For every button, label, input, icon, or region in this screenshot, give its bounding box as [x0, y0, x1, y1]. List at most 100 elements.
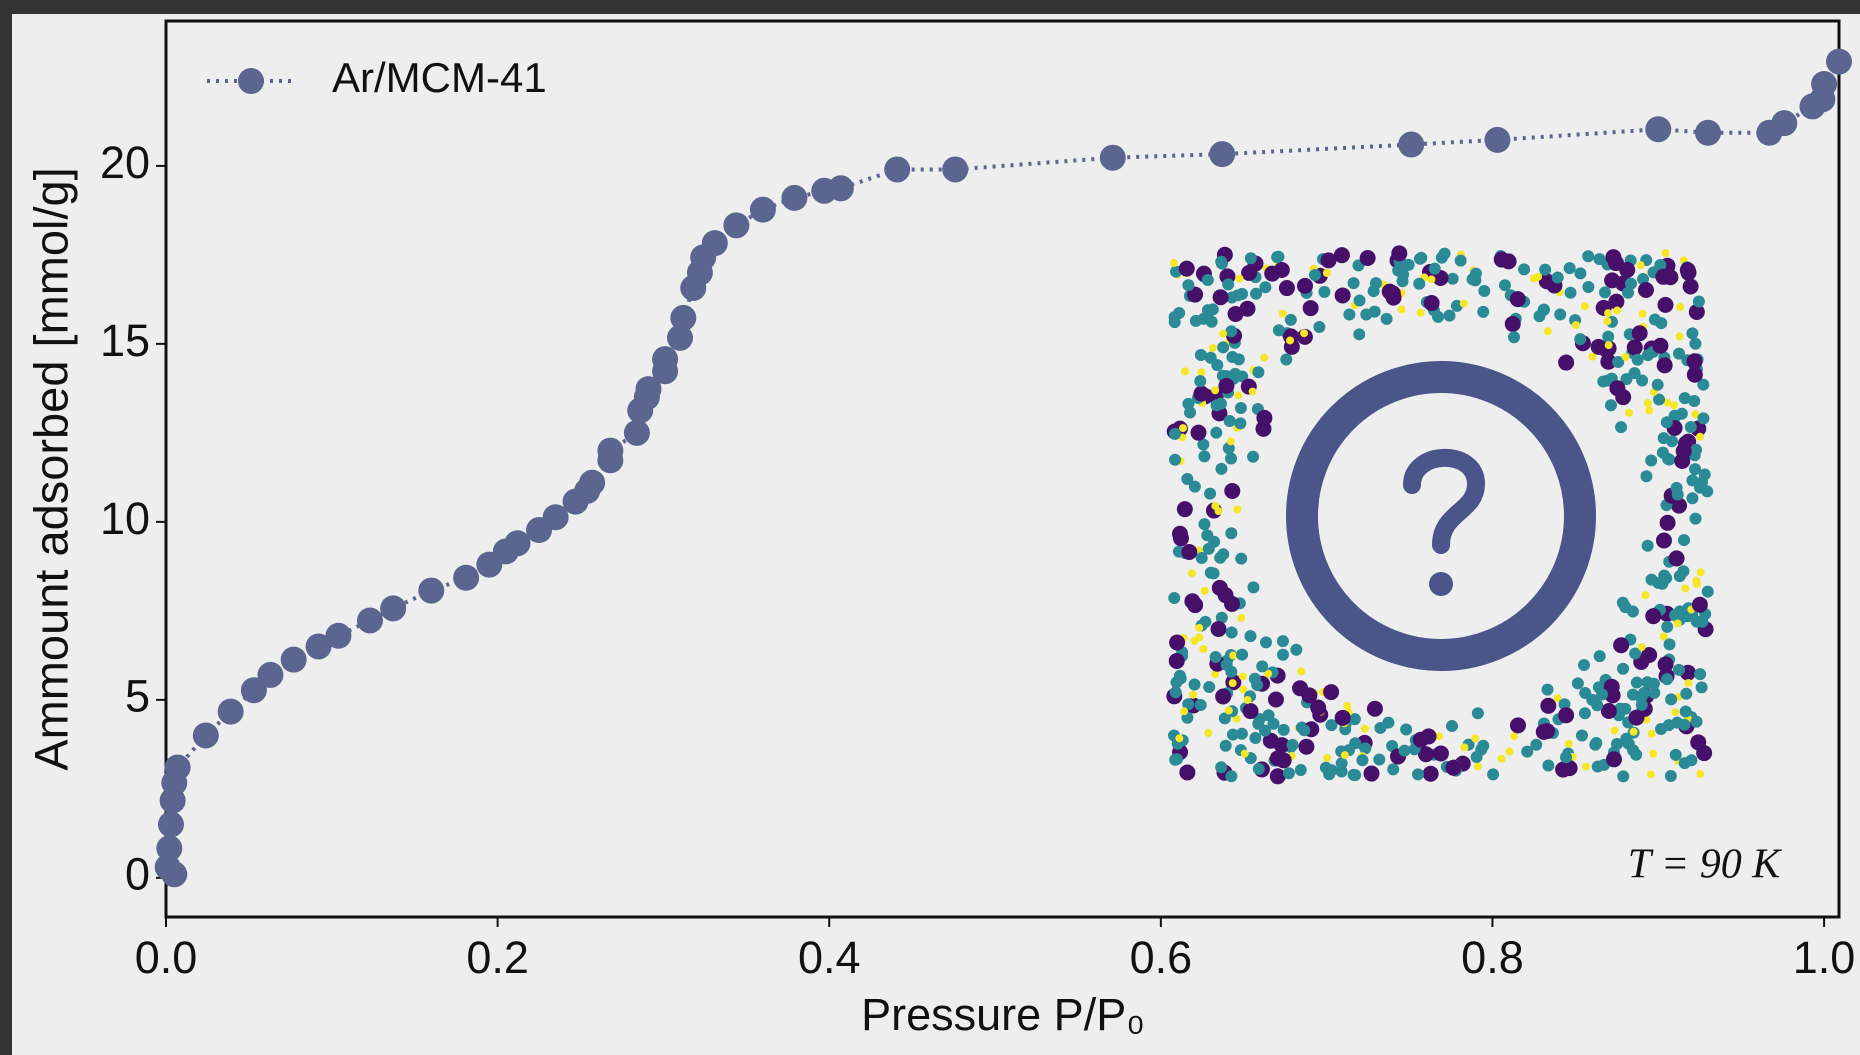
- inset-atom: [1187, 597, 1204, 614]
- inset-atom: [1199, 644, 1208, 653]
- inset-atom: [1558, 707, 1575, 724]
- inset-atom: [1182, 279, 1195, 292]
- data-point: [1209, 141, 1236, 168]
- inset-atom: [1382, 716, 1395, 729]
- inset-atom: [1653, 393, 1666, 406]
- inset-atom: [1417, 746, 1434, 763]
- inset-atom: [1656, 357, 1673, 374]
- inset-atom: [1243, 695, 1252, 704]
- inset-atom: [1540, 697, 1557, 714]
- inset-atom: [1208, 343, 1217, 352]
- inset-atom: [1692, 295, 1705, 308]
- data-point: [240, 677, 267, 704]
- inset-atom: [1171, 525, 1188, 542]
- inset-atom: [1260, 353, 1269, 362]
- inset-atom: [1225, 325, 1238, 338]
- inset-atom: [1626, 339, 1643, 356]
- inset-atom: [1282, 767, 1295, 780]
- inset-atom: [1637, 643, 1646, 652]
- inset-atom: [1662, 719, 1675, 732]
- inset-atom: [1621, 352, 1630, 361]
- inset-atom: [1521, 745, 1534, 758]
- inset-atom: [1686, 327, 1699, 340]
- inset-atom: [1400, 723, 1413, 736]
- inset-atom: [1602, 330, 1615, 343]
- data-point: [579, 469, 606, 496]
- inset-atom: [1571, 677, 1584, 690]
- inset-atom: [1608, 293, 1625, 310]
- inset-atom: [1685, 754, 1698, 767]
- inset-atom: [1701, 585, 1714, 598]
- inset-atom: [1518, 263, 1531, 276]
- inset-atom: [1676, 303, 1685, 312]
- inset-atom: [1320, 252, 1337, 269]
- inset-atom: [1497, 754, 1506, 763]
- inset-atom: [1284, 313, 1297, 326]
- inset-atom: [1675, 332, 1684, 341]
- inset-atom: [1561, 760, 1578, 777]
- inset-atom: [1180, 367, 1189, 376]
- inset-atom: [1558, 698, 1571, 711]
- inset-atom: [1663, 638, 1676, 651]
- inset-atom: [1397, 305, 1406, 314]
- inset-atom: [1645, 406, 1654, 415]
- inset-atom: [1508, 331, 1521, 344]
- inset-atom: [1478, 284, 1491, 297]
- inset-atom: [1168, 311, 1181, 324]
- inset-atom: [1211, 501, 1220, 510]
- inset-atom: [1194, 375, 1207, 388]
- inset-atom: [1277, 648, 1290, 661]
- inset-atom: [1269, 750, 1286, 767]
- series: [154, 48, 1852, 888]
- inset-atom: [1278, 280, 1295, 297]
- inset-atom: [1590, 338, 1607, 355]
- data-point: [325, 622, 352, 649]
- inset-atom: [1635, 691, 1648, 704]
- inset-atom: [1188, 480, 1201, 493]
- inset-atom: [1334, 287, 1351, 304]
- inset-atom: [1179, 424, 1188, 433]
- inset-atom: [1649, 749, 1658, 758]
- inset-atom: [1543, 327, 1552, 336]
- inset-atom: [1673, 570, 1686, 583]
- inset-atom: [1347, 277, 1360, 290]
- inset-atom: [1460, 743, 1469, 752]
- inset-icon-dot: [1429, 572, 1453, 596]
- inset-atom: [1688, 304, 1705, 321]
- inset-atom: [1686, 353, 1703, 370]
- inset-atom: [1349, 769, 1362, 782]
- inset-atom: [1335, 765, 1348, 778]
- inset-atom: [1641, 676, 1654, 689]
- inset-atom: [1563, 262, 1576, 275]
- inset-atom: [1605, 249, 1622, 266]
- inset-atom: [1580, 302, 1589, 311]
- inset-atom: [1197, 368, 1206, 377]
- data-point: [156, 835, 183, 862]
- inset-atom: [1349, 737, 1362, 750]
- inset-atom: [1529, 274, 1538, 283]
- inset-atom: [1272, 324, 1285, 337]
- inset-atom: [1226, 350, 1239, 363]
- inset-atom: [1471, 734, 1480, 743]
- inset-atom: [1387, 763, 1400, 776]
- inset-atom: [1271, 251, 1284, 264]
- inset-atom: [1600, 702, 1617, 719]
- inset-atom: [1175, 734, 1184, 743]
- inset-atom: [1247, 581, 1260, 594]
- data-point: [356, 607, 383, 634]
- inset-atom: [1701, 485, 1714, 498]
- inset-atom: [1646, 770, 1655, 779]
- inset-atom: [1551, 271, 1564, 284]
- inset-atom: [1215, 688, 1232, 705]
- inset-atom: [1252, 366, 1265, 379]
- inset-atom: [1244, 630, 1257, 643]
- inset-atom: [1574, 333, 1587, 346]
- inset-atom: [1689, 512, 1702, 525]
- inset-atom: [1604, 399, 1617, 412]
- inset-atom: [1204, 351, 1217, 364]
- inset-atom: [1677, 534, 1690, 547]
- inset-atom: [1302, 300, 1319, 317]
- inset-atom: [1574, 267, 1587, 280]
- inset-atom: [1654, 258, 1667, 271]
